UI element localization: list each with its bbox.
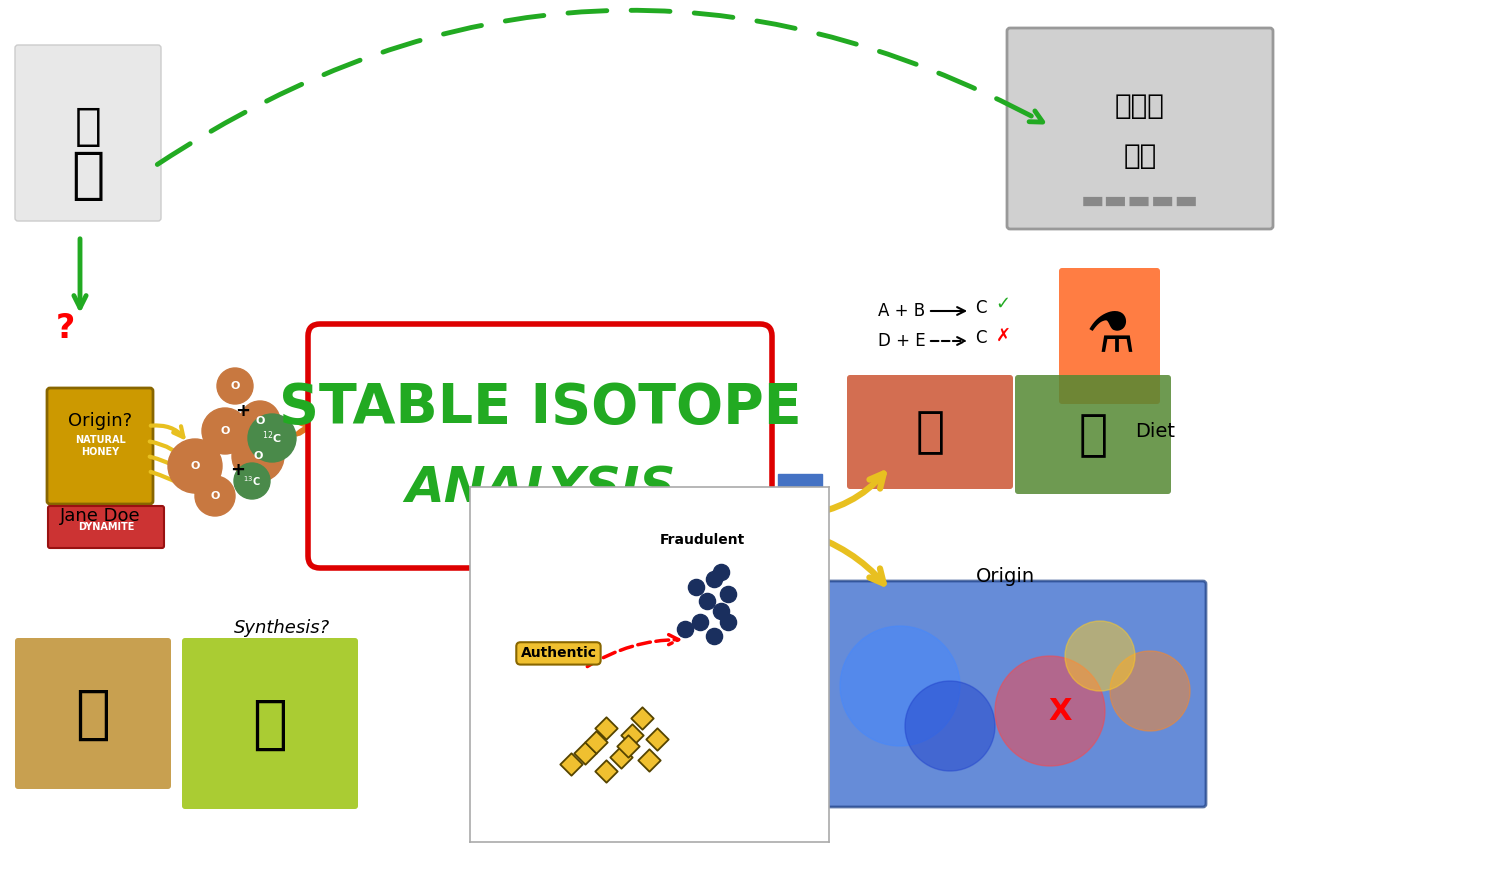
- Text: ANALYSIS: ANALYSIS: [405, 464, 675, 512]
- Point: [684, 579, 708, 594]
- Point: [594, 721, 618, 735]
- Point: [584, 735, 608, 750]
- Text: ▬▬▬▬▬: ▬▬▬▬▬: [1081, 189, 1199, 213]
- Text: +: +: [236, 402, 251, 420]
- Text: Origin: Origin: [975, 566, 1035, 586]
- Text: O: O: [230, 381, 240, 391]
- Text: $^{13}$C: $^{13}$C: [243, 474, 261, 488]
- Circle shape: [231, 430, 284, 482]
- Point: [688, 615, 712, 629]
- Point: [702, 572, 726, 587]
- Text: $^{12}$C: $^{12}$C: [263, 430, 282, 447]
- Circle shape: [202, 408, 248, 454]
- Text: Authentic: Authentic: [521, 647, 597, 660]
- Text: $^{12}$C: $^{12}$C: [726, 556, 758, 578]
- FancyBboxPatch shape: [182, 638, 358, 809]
- Text: Jane Doe: Jane Doe: [60, 507, 140, 525]
- Text: C: C: [975, 299, 987, 317]
- Text: O: O: [190, 461, 200, 471]
- Text: C: C: [975, 329, 987, 347]
- Text: O: O: [211, 491, 219, 501]
- FancyBboxPatch shape: [847, 375, 1012, 489]
- Text: 🥦: 🥦: [1078, 411, 1108, 459]
- Point: [620, 728, 643, 742]
- FancyBboxPatch shape: [48, 506, 164, 548]
- Text: A + B: A + B: [878, 302, 926, 320]
- Text: STABLE ISOTOPE: STABLE ISOTOPE: [279, 381, 802, 435]
- Point: [617, 739, 640, 753]
- Text: DYNAMITE: DYNAMITE: [78, 522, 134, 532]
- Circle shape: [905, 681, 994, 771]
- FancyBboxPatch shape: [308, 324, 772, 568]
- Text: O: O: [254, 451, 263, 461]
- Circle shape: [169, 439, 222, 493]
- FancyBboxPatch shape: [15, 45, 161, 221]
- Point: [709, 565, 733, 579]
- Text: D + E: D + E: [878, 332, 926, 350]
- Text: 💊: 💊: [252, 696, 288, 752]
- Text: O: O: [221, 426, 230, 436]
- FancyBboxPatch shape: [1015, 375, 1171, 494]
- Text: Synthesis?: Synthesis?: [234, 619, 330, 637]
- Bar: [778, 474, 823, 536]
- Point: [630, 711, 654, 725]
- FancyBboxPatch shape: [815, 581, 1206, 807]
- Circle shape: [234, 463, 270, 499]
- Point: [645, 732, 669, 746]
- Point: [702, 629, 726, 643]
- Point: [573, 746, 597, 760]
- Circle shape: [240, 401, 281, 441]
- Point: [717, 615, 741, 629]
- FancyBboxPatch shape: [15, 638, 172, 789]
- Text: ✓: ✓: [996, 295, 1011, 313]
- Bar: [720, 371, 764, 536]
- Circle shape: [216, 368, 252, 404]
- Circle shape: [196, 476, 234, 516]
- Text: 🥩: 🥩: [915, 408, 945, 456]
- Text: Fraudulent: Fraudulent: [660, 533, 745, 547]
- Point: [717, 587, 741, 601]
- Circle shape: [248, 414, 296, 462]
- Text: 👥👥👥: 👥👥👥: [1115, 92, 1165, 120]
- Text: 🚶: 🚶: [72, 149, 105, 203]
- Point: [673, 622, 697, 636]
- Point: [558, 757, 582, 771]
- FancyBboxPatch shape: [46, 388, 152, 504]
- Point: [709, 604, 733, 618]
- Text: 👥👥: 👥👥: [1123, 142, 1157, 170]
- FancyBboxPatch shape: [1006, 28, 1274, 229]
- Text: Origin?: Origin?: [69, 412, 131, 430]
- Text: X: X: [1048, 696, 1072, 726]
- Circle shape: [994, 656, 1105, 766]
- Point: [609, 750, 633, 764]
- Text: ✗: ✗: [996, 327, 1011, 345]
- Text: $^{13}$C: $^{13}$C: [784, 556, 817, 578]
- Text: Diet: Diet: [1135, 422, 1175, 440]
- Text: 💇: 💇: [76, 686, 110, 742]
- Text: ⚗: ⚗: [1085, 309, 1135, 363]
- Point: [694, 594, 718, 608]
- Text: 🔍: 🔍: [75, 105, 102, 147]
- Circle shape: [841, 626, 960, 746]
- Text: NATURAL
HONEY: NATURAL HONEY: [75, 435, 125, 457]
- Point: [594, 764, 618, 778]
- FancyBboxPatch shape: [1059, 268, 1160, 404]
- Point: [638, 753, 661, 767]
- Circle shape: [1065, 621, 1135, 691]
- Text: O: O: [255, 416, 264, 426]
- Text: ?: ?: [55, 312, 75, 345]
- Text: +: +: [230, 461, 245, 479]
- Circle shape: [1109, 651, 1190, 731]
